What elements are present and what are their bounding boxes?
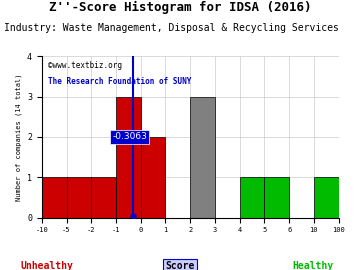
Text: Z''-Score Histogram for IDSA (2016): Z''-Score Histogram for IDSA (2016) (49, 1, 311, 14)
Text: Unhealthy: Unhealthy (21, 261, 73, 270)
Text: The Research Foundation of SUNY: The Research Foundation of SUNY (48, 77, 191, 86)
Bar (91, 177, 116, 218)
Y-axis label: Number of companies (14 total): Number of companies (14 total) (15, 73, 22, 201)
Bar (67, 177, 91, 218)
Bar (240, 177, 264, 218)
Text: Healthy: Healthy (293, 261, 334, 270)
Text: Industry: Waste Management, Disposal & Recycling Services: Industry: Waste Management, Disposal & R… (4, 23, 338, 33)
Bar (141, 137, 166, 218)
Text: -0.3063: -0.3063 (112, 133, 147, 141)
Text: ©www.textbiz.org: ©www.textbiz.org (48, 61, 122, 70)
Bar (116, 97, 141, 218)
Bar (42, 177, 67, 218)
Text: Score: Score (165, 261, 195, 270)
Bar (190, 97, 215, 218)
Bar (314, 177, 339, 218)
Bar (264, 177, 289, 218)
